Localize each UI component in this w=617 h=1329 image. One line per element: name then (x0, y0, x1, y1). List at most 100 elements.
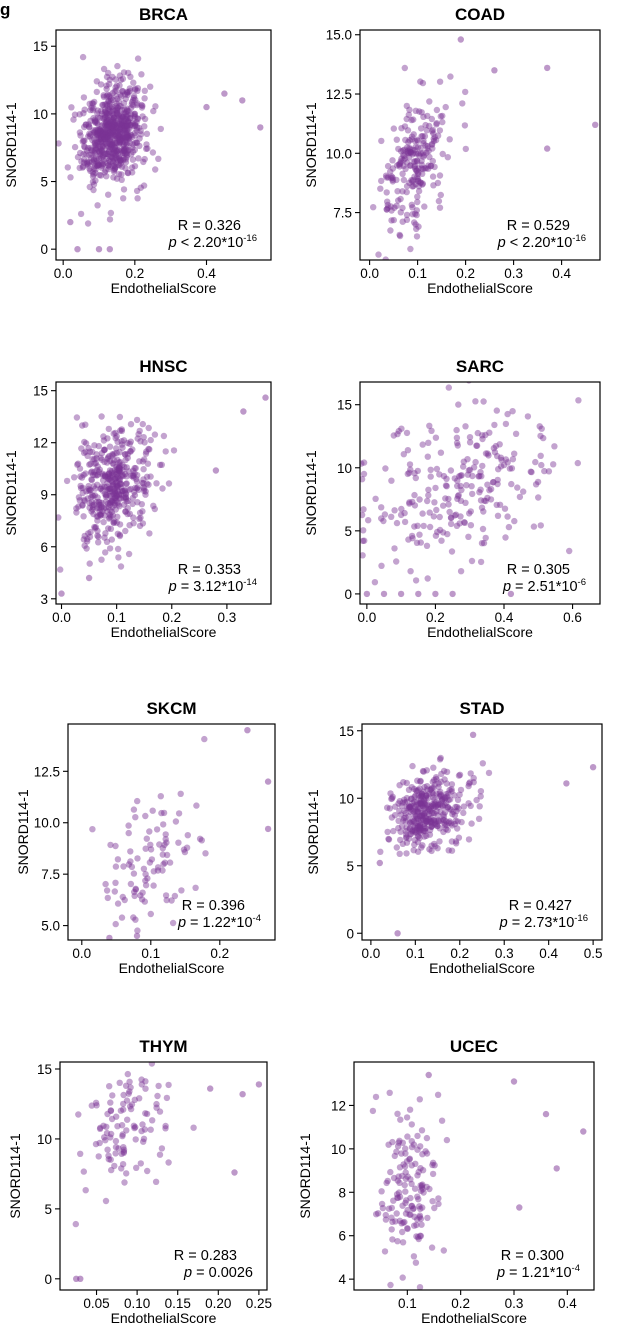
data-point (416, 828, 423, 835)
data-point (116, 162, 123, 169)
data-point (103, 1129, 111, 1137)
data-point (92, 146, 100, 153)
data-point (120, 127, 127, 135)
data-point (89, 456, 96, 463)
data-point (396, 1217, 404, 1225)
data-point (91, 116, 99, 123)
data-point (147, 1126, 154, 1133)
data-point (77, 482, 84, 490)
data-point (436, 471, 443, 478)
data-point (79, 489, 86, 497)
data-point (120, 1106, 127, 1113)
data-point (155, 155, 162, 162)
data-point (412, 812, 419, 820)
data-point (108, 153, 115, 161)
data-point (83, 545, 90, 552)
data-point (99, 477, 107, 484)
data-point (114, 147, 122, 154)
plot-frame (359, 381, 601, 605)
data-point (99, 131, 106, 138)
data-point (453, 439, 461, 447)
data-point (524, 413, 532, 420)
data-point (77, 132, 84, 139)
data-point (400, 451, 407, 458)
data-point (361, 537, 368, 544)
data-point (117, 563, 125, 570)
data-point (393, 1210, 400, 1217)
data-point (400, 176, 408, 184)
data-point (516, 1204, 523, 1211)
data-point (89, 158, 96, 165)
data-point (425, 806, 433, 813)
data-point (457, 513, 464, 520)
data-point (105, 1152, 112, 1159)
data-point (130, 914, 137, 921)
data-point (143, 448, 150, 455)
data-point (378, 504, 385, 511)
data-point (389, 1138, 396, 1146)
data-point (384, 162, 392, 170)
data-point (142, 1085, 149, 1092)
data-point (388, 1204, 395, 1212)
data-point (149, 1117, 156, 1124)
data-point (458, 818, 465, 826)
data-point (102, 140, 110, 147)
data-point (382, 465, 389, 472)
data-point (404, 447, 412, 454)
data-point (428, 820, 435, 827)
data-point (100, 1122, 107, 1130)
y-tick-label: 12.5 (326, 87, 352, 102)
data-point (127, 1105, 135, 1113)
data-point (424, 142, 431, 150)
data-point (406, 825, 414, 832)
data-point (102, 498, 110, 505)
data-point (115, 132, 123, 139)
data-point (410, 158, 417, 165)
data-point (101, 115, 108, 122)
data-point (244, 727, 251, 734)
data-point (411, 1222, 418, 1229)
data-point (430, 794, 437, 801)
data-point (465, 533, 472, 540)
data-point (117, 120, 124, 127)
data-point (120, 1146, 128, 1153)
data-point (140, 476, 147, 483)
data-point (111, 489, 119, 496)
data-point (146, 530, 153, 537)
data-point (85, 444, 92, 452)
data-point (98, 107, 105, 115)
data-point (105, 157, 113, 164)
data-point (427, 803, 435, 810)
data-point (150, 882, 157, 889)
data-point (106, 163, 114, 170)
data-point (410, 847, 417, 854)
data-point (494, 512, 502, 519)
data-point (409, 146, 416, 153)
data-point (143, 1110, 151, 1118)
data-point (88, 151, 95, 158)
data-point (118, 106, 126, 114)
y-tick-label: 0 (346, 926, 354, 941)
data-point (154, 867, 162, 874)
data-point (360, 537, 367, 545)
data-point (107, 123, 115, 130)
data-point (105, 476, 113, 483)
data-point (420, 796, 428, 803)
points-group (376, 731, 597, 937)
data-point (82, 448, 89, 455)
data-point (137, 131, 145, 138)
data-point (434, 804, 442, 811)
data-point (123, 131, 131, 138)
data-point (100, 139, 107, 146)
data-point (105, 470, 112, 477)
data-point (112, 103, 119, 110)
data-point (106, 545, 114, 552)
data-point (389, 157, 396, 164)
data-point (107, 121, 114, 128)
data-point (94, 494, 101, 501)
data-point (482, 431, 489, 439)
data-point (418, 790, 426, 797)
data-point (108, 153, 116, 161)
data-point (389, 174, 396, 181)
